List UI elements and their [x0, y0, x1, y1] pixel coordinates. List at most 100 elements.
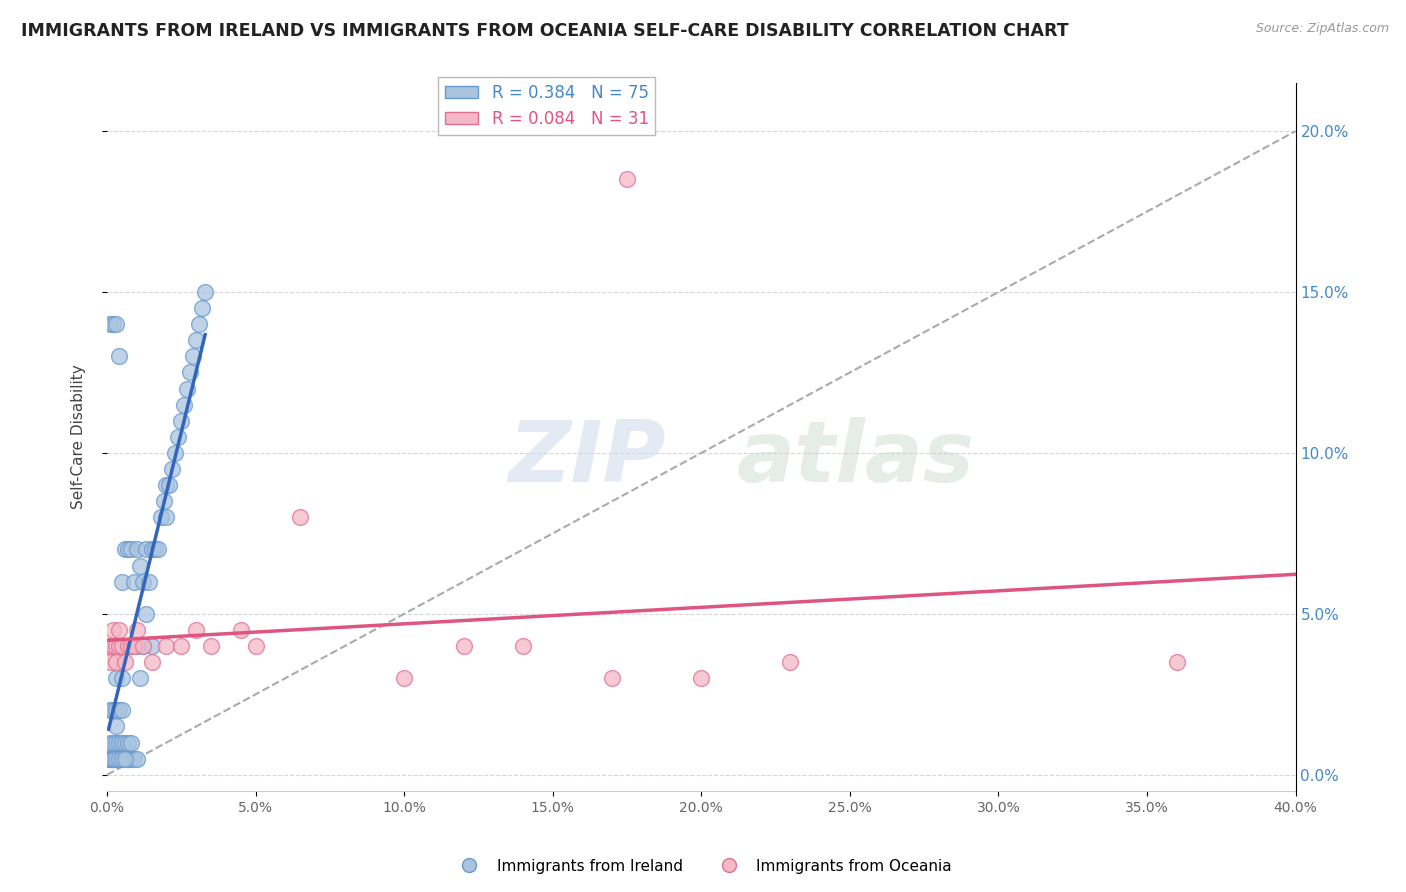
Point [108, 639, 131, 653]
Point [98, 655, 121, 669]
Point [101, 639, 124, 653]
Point [159, 478, 181, 492]
Point [173, 398, 195, 412]
Point [188, 317, 211, 331]
Point [101, 752, 124, 766]
Point [165, 446, 187, 460]
Point [108, 639, 131, 653]
Point [200, 639, 222, 653]
Point [97, 752, 120, 766]
Text: ZIP: ZIP [508, 417, 665, 500]
Point [101, 752, 124, 766]
Point [155, 478, 177, 492]
Point [132, 639, 155, 653]
Point [179, 366, 201, 380]
Point [117, 735, 139, 749]
Point [135, 607, 157, 621]
Point [194, 285, 217, 299]
Point [117, 542, 139, 557]
Point [141, 639, 163, 653]
Point [98, 703, 121, 717]
Point [111, 639, 134, 653]
Point [104, 752, 127, 766]
Point [104, 639, 127, 653]
Point [98, 317, 121, 331]
Point [152, 494, 174, 508]
Point [138, 574, 160, 589]
Point [167, 430, 190, 444]
Point [779, 655, 801, 669]
Point [1166, 655, 1188, 669]
Point [120, 752, 142, 766]
Point [132, 574, 155, 589]
Point [170, 639, 193, 653]
Text: IMMIGRANTS FROM IRELAND VS IMMIGRANTS FROM OCEANIA SELF-CARE DISABILITY CORRELAT: IMMIGRANTS FROM IRELAND VS IMMIGRANTS FR… [21, 22, 1069, 40]
Point [120, 639, 142, 653]
Legend: R = 0.384   N = 75, R = 0.084   N = 31: R = 0.384 N = 75, R = 0.084 N = 31 [439, 77, 655, 135]
Point [132, 639, 155, 653]
Text: atlas: atlas [737, 417, 976, 500]
Point [98, 752, 121, 766]
Point [141, 655, 163, 669]
Point [104, 752, 127, 766]
Point [104, 703, 127, 717]
Text: Source: ZipAtlas.com: Source: ZipAtlas.com [1256, 22, 1389, 36]
Point [111, 752, 134, 766]
Point [600, 671, 623, 685]
Point [98, 735, 121, 749]
Point [117, 639, 139, 653]
Point [114, 655, 136, 669]
Point [111, 752, 134, 766]
Point [98, 639, 121, 653]
Point [181, 350, 204, 364]
Point [146, 542, 169, 557]
Point [108, 703, 131, 717]
Point [453, 639, 475, 653]
Point [122, 639, 145, 653]
Point [512, 639, 534, 653]
Point [108, 752, 131, 766]
Point [191, 301, 214, 315]
Point [141, 542, 163, 557]
Point [128, 671, 150, 685]
Point [108, 350, 131, 364]
Point [111, 671, 134, 685]
Point [108, 735, 131, 749]
Point [114, 542, 136, 557]
Point [143, 542, 166, 557]
Point [155, 510, 177, 524]
Legend: Immigrants from Ireland, Immigrants from Oceania: Immigrants from Ireland, Immigrants from… [449, 853, 957, 880]
Point [122, 574, 145, 589]
Point [290, 510, 312, 524]
Point [392, 671, 415, 685]
Point [114, 752, 136, 766]
Point [616, 172, 638, 186]
Point [100, 752, 122, 766]
Point [125, 639, 148, 653]
Point [122, 752, 145, 766]
Point [104, 671, 127, 685]
Point [120, 542, 142, 557]
Point [690, 671, 713, 685]
Point [104, 719, 127, 733]
Point [111, 735, 134, 749]
Point [149, 510, 172, 524]
Point [128, 558, 150, 573]
Point [111, 703, 134, 717]
Point [117, 752, 139, 766]
Point [101, 735, 124, 749]
Point [125, 623, 148, 637]
Point [245, 639, 267, 653]
Point [176, 382, 198, 396]
Point [120, 735, 142, 749]
Point [108, 752, 131, 766]
Point [135, 542, 157, 557]
Point [108, 623, 131, 637]
Point [114, 752, 136, 766]
Point [104, 655, 127, 669]
Point [155, 639, 177, 653]
Point [104, 735, 127, 749]
Point [186, 623, 208, 637]
Y-axis label: Self-Care Disability: Self-Care Disability [72, 365, 86, 509]
Point [186, 333, 208, 347]
